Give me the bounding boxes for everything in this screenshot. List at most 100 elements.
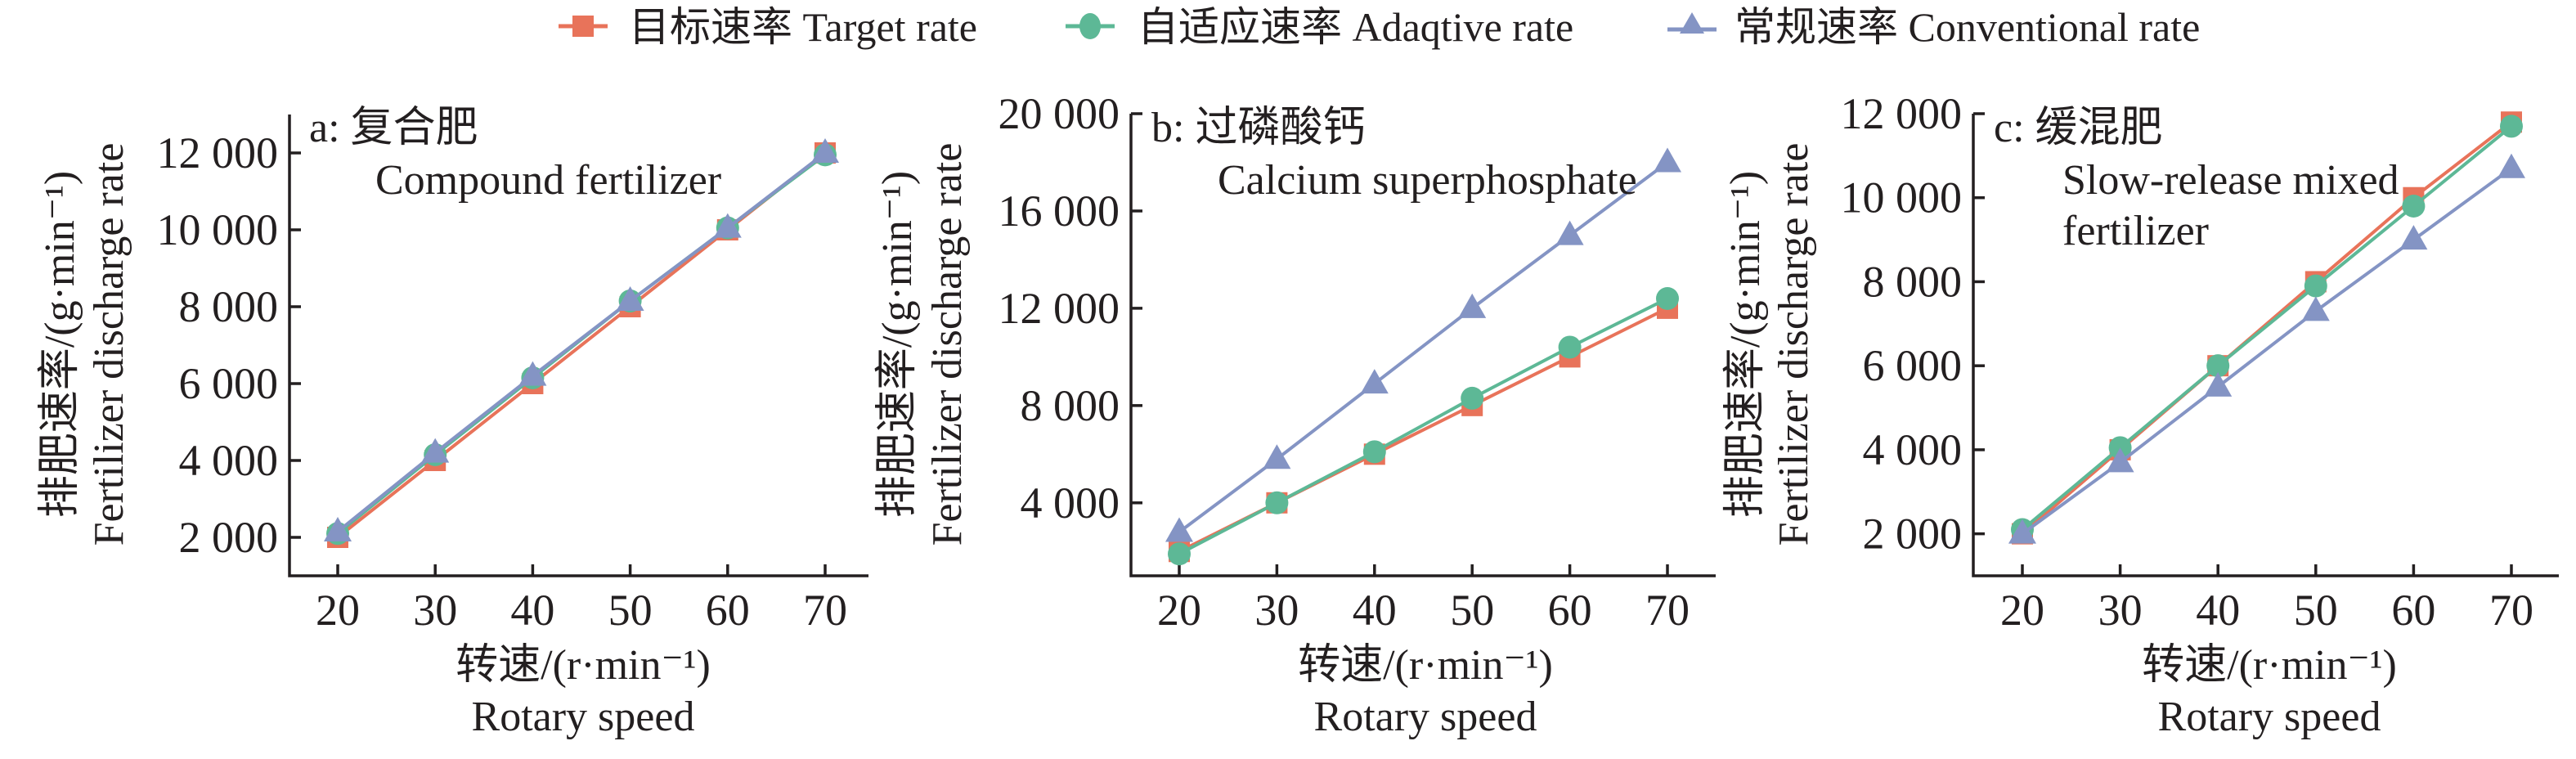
panel-b-line-adaptive <box>1178 297 1668 556</box>
legend-item-adaptive: 自适应速率 Adaqtive rate <box>1066 4 1573 50</box>
panel-c-point-conventional <box>2399 225 2428 250</box>
panel-b-ytick-label: 16 000 <box>999 186 1120 236</box>
panel-c-point-conventional <box>2301 296 2330 321</box>
panel-a-xtick-label: 40 <box>510 586 554 635</box>
panel-b-series-conventional <box>1165 147 1681 542</box>
panel-a-xtick-label: 70 <box>803 586 847 635</box>
panel-c-point-conventional <box>2008 519 2036 544</box>
panel-b-series-adaptive <box>1168 287 1679 566</box>
panel-b-xtick-label: 30 <box>1254 586 1299 635</box>
panel-b-axes <box>1129 114 1716 577</box>
panel-b-series-target <box>1169 297 1678 563</box>
panel-c-point-adaptive <box>2206 354 2230 378</box>
panel-a-ytick-label: 6 000 <box>179 359 279 408</box>
panel-b-ytick-label: 12 000 <box>999 284 1120 333</box>
panel-c-ytick-label: 12 000 <box>1841 89 1963 138</box>
panel-c-ytick-label: 2 000 <box>1863 510 1963 559</box>
panel-c-point-adaptive <box>2304 274 2327 298</box>
legend-square-marker-icon <box>572 16 594 37</box>
panel-a-axes <box>288 115 868 577</box>
panel-b-xtick-label: 20 <box>1157 586 1201 635</box>
panel-c-ylabel-cn: 排肥速率/(g·min⁻¹) <box>1722 171 1769 518</box>
panel-b-title: b: 过磷酸钙 <box>1151 105 1365 151</box>
panel-a: 2 000 4 000 6 000 8 000 10 000 12 000 20 30 40 50… <box>37 105 868 740</box>
panel-a-xlabel-cn: 转速/(r·min⁻¹) <box>456 642 711 689</box>
panel-c-xlabel-cn: 转速/(r·min⁻¹) <box>2142 642 2397 689</box>
panel-c-xtick-label: 70 <box>2489 586 2533 635</box>
panel-c-axes <box>1972 114 2559 577</box>
panel-b-point-adaptive <box>1265 491 1289 514</box>
panel-c-series-conventional <box>2008 153 2525 544</box>
panel-c-series-adaptive <box>2011 115 2523 541</box>
panel-a-title: a: 复合肥 <box>309 105 478 151</box>
panel-c-point-conventional <box>2497 153 2525 178</box>
panel-a-ytick-label: 12 000 <box>157 128 279 177</box>
panel-b-xtick-label: 60 <box>1548 586 1592 635</box>
panel-c-xtick-label: 50 <box>2294 586 2338 635</box>
panel-b-ylabel-en: Fertilizer discharge rate <box>924 143 971 546</box>
panel-b-point-adaptive <box>1656 287 1679 310</box>
panel-a-point-conventional <box>324 516 352 541</box>
panel-a-ylabel-en: Fertilizer discharge rate <box>86 143 132 546</box>
panel-b-ytick-label: 4 000 <box>1021 478 1120 528</box>
panel-c-xtick-label: 60 <box>2391 586 2435 635</box>
panel-b-xlabel-cn: 转速/(r·min⁻¹) <box>1298 642 1553 689</box>
panel-a-ylabel-cn: 排肥速率/(g·min⁻¹) <box>37 171 83 518</box>
panel-c-ytick-label: 6 000 <box>1863 341 1963 390</box>
legend-item-target: 目标速率 Target rate <box>559 4 977 50</box>
legend-label-conventional: 常规速率 Conventional rate <box>1735 4 2200 50</box>
panel-b-point-conventional <box>1165 517 1193 542</box>
panel-b-point-conventional <box>1458 293 1487 318</box>
panel-a-point-conventional <box>518 361 547 386</box>
panel-c: 2 000 4 000 6 000 8 000 10 000 12 000 20 30 40 50… <box>1722 89 2559 740</box>
panel-b-point-conventional <box>1654 147 1681 173</box>
panel-a-ytick-label: 4 000 <box>179 436 279 485</box>
panel-a-line-conventional <box>336 151 827 533</box>
panel-a-xtick-label: 20 <box>316 586 360 635</box>
panel-c-xtick-label: 30 <box>2098 586 2143 635</box>
panel-b-point-adaptive <box>1461 386 1484 410</box>
panel-a-xtick-label: 60 <box>706 586 750 635</box>
panel-c-subtitle-line1: Slow-release mixed <box>2062 157 2399 204</box>
panel-a-ytick-label: 8 000 <box>179 282 279 331</box>
legend-label-target: 目标速率 Target rate <box>629 4 977 50</box>
panel-b-point-adaptive <box>1362 440 1386 464</box>
panel-a-xtick-label: 30 <box>413 586 457 635</box>
panel-a-plot: 2 000 4 000 6 000 8 000 10 000 12 000 20 30 40 50… <box>157 115 868 635</box>
panel-c-ytick-label: 10 000 <box>1841 173 1963 222</box>
panel-c-subtitle-line2: fertilizer <box>2062 208 2209 254</box>
panel-a-xlabel-en: Rotary speed <box>472 694 695 740</box>
panel-b-ytick-label: 8 000 <box>1021 381 1120 430</box>
panel-a-point-conventional <box>811 138 839 163</box>
panel-b-xtick-label: 50 <box>1450 586 1494 635</box>
panel-c-point-adaptive <box>2500 115 2523 138</box>
panel-a-ytick-label: 10 000 <box>157 205 279 254</box>
legend: 目标速率 Target rate 自适应速率 Adaqtive rate 常规速… <box>559 4 2200 50</box>
panel-c-xtick-label: 20 <box>2000 586 2044 635</box>
panel-a-point-conventional <box>421 438 450 463</box>
panel-a-point-conventional <box>616 285 644 311</box>
panel-b-line-conventional <box>1178 160 1669 534</box>
panel-c-xtick-label: 40 <box>2196 586 2240 635</box>
panel-a-ytick-label: 2 000 <box>179 513 279 562</box>
panel-b-xtick-label: 40 <box>1353 586 1397 635</box>
panel-b-xlabel-en: Rotary speed <box>1314 694 1537 740</box>
panel-a-point-conventional <box>713 213 742 238</box>
panel-c-point-conventional <box>2204 371 2233 397</box>
panel-c-plot: 2 000 4 000 6 000 8 000 10 000 12 000 20 30 40 50… <box>1841 89 2559 635</box>
panel-b-xtick-label: 70 <box>1645 586 1690 635</box>
legend-item-conventional: 常规速率 Conventional rate <box>1667 4 2200 50</box>
panel-c-point-adaptive <box>2402 195 2426 218</box>
panel-b-point-adaptive <box>1168 542 1191 566</box>
panel-c-line-adaptive <box>2021 124 2513 532</box>
panel-b-ytick-label: 20 000 <box>999 89 1120 138</box>
panel-c-ytick-label: 8 000 <box>1863 257 1963 306</box>
legend-label-adaptive: 自适应速率 Adaqtive rate <box>1138 4 1573 50</box>
panel-b-plot: 4 000 8 000 12 000 16 000 20 000 20 30 40 50 60 70 <box>999 89 1716 635</box>
panel-c-ytick-label: 4 000 <box>1863 425 1963 474</box>
panel-b-ylabel-cn: 排肥速率/(g·min⁻¹) <box>874 171 921 518</box>
panel-c-ylabel-en: Fertilizer discharge rate <box>1770 143 1817 546</box>
panel-c-point-conventional <box>2106 447 2134 473</box>
legend-circle-marker-icon <box>1079 13 1101 39</box>
